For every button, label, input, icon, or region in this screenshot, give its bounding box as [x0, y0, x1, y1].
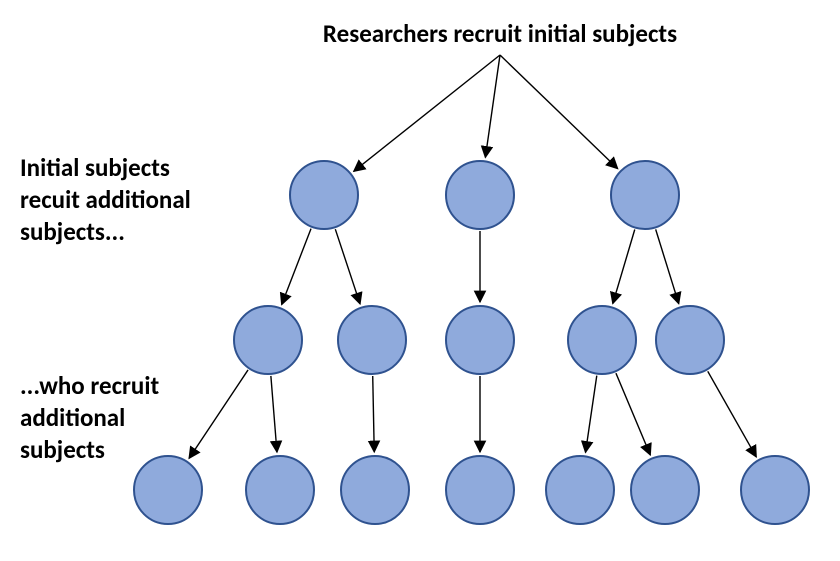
label-level1-line: Initial subjects	[20, 152, 170, 183]
edge	[354, 55, 500, 171]
tree-node	[134, 456, 202, 524]
label-level2-line: additional	[20, 402, 125, 433]
label-level2-line: ...who recruit	[20, 370, 159, 401]
label-level1-line: subjects...	[20, 216, 125, 247]
edge	[656, 229, 679, 303]
edge	[271, 376, 277, 452]
edge	[335, 229, 360, 304]
tree-node	[568, 306, 636, 374]
edge	[373, 376, 375, 452]
edges-group	[189, 55, 756, 458]
label-level1: Initial subjectsrecuit additionalsubject…	[20, 152, 191, 247]
tree-node	[338, 306, 406, 374]
tree-node	[546, 456, 614, 524]
diagram-title: Researchers recruit initial subjects	[323, 18, 677, 49]
tree-node	[341, 456, 409, 524]
edge	[485, 55, 500, 157]
tree-node	[631, 456, 699, 524]
tree-node	[446, 456, 514, 524]
edge	[708, 371, 757, 457]
tree-node	[234, 306, 302, 374]
label-level2-line: subjects	[20, 434, 105, 465]
tree-node	[611, 161, 679, 229]
tree-node	[741, 456, 809, 524]
edge	[500, 55, 618, 169]
edge	[282, 229, 311, 305]
tree-node	[290, 161, 358, 229]
tree-node	[656, 306, 724, 374]
tree-node	[446, 306, 514, 374]
tree-node	[446, 161, 514, 229]
nodes-group	[134, 161, 809, 524]
edge	[586, 376, 597, 453]
edge	[613, 230, 635, 304]
label-level1-line: recuit additional	[20, 184, 191, 215]
snowball-sampling-diagram: Researchers recruit initial subjects Init…	[0, 0, 840, 561]
tree-node	[246, 456, 314, 524]
edge	[189, 370, 248, 458]
label-level2: ...who recruitadditionalsubjects	[20, 370, 159, 465]
edge	[616, 373, 650, 455]
